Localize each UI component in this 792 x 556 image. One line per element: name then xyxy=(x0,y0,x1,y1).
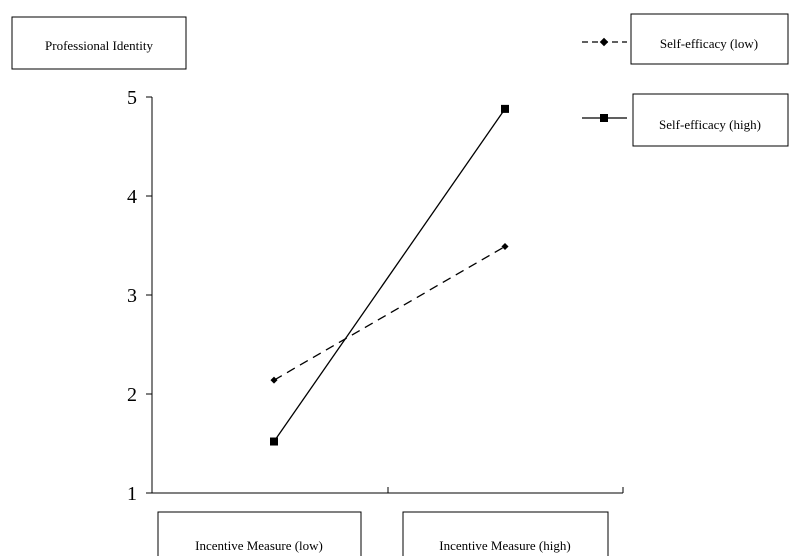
x-category-box-high: Incentive Measure (high) xyxy=(402,511,609,556)
y-tick-label: 2 xyxy=(127,384,137,406)
y-axis-label-box: Professional Identity xyxy=(11,16,187,70)
x-category-box-low: Incentive Measure (low) xyxy=(157,511,362,556)
legend-item-self-efficacy-low: Self-efficacy (low) xyxy=(582,13,789,65)
y-ticks: 1 2 3 4 5 xyxy=(127,87,152,505)
x-category-label: Incentive Measure (high) xyxy=(439,538,570,553)
data-point-low-0 xyxy=(270,376,278,384)
series-line-self-efficacy-low xyxy=(273,245,506,381)
legend: Self-efficacy (low) Self-efficacy (high) xyxy=(582,13,789,147)
series-line-self-efficacy-high xyxy=(273,108,506,442)
data-point-high-0 xyxy=(270,437,278,446)
y-tick-label: 3 xyxy=(127,285,137,307)
y-tick-label: 1 xyxy=(127,483,137,505)
data-point-high-1 xyxy=(501,104,509,113)
y-tick-label: 5 xyxy=(127,87,137,109)
legend-label: Self-efficacy (high) xyxy=(659,117,761,132)
legend-item-self-efficacy-high: Self-efficacy (high) xyxy=(582,93,789,147)
x-category-label: Incentive Measure (low) xyxy=(195,538,323,553)
legend-label: Self-efficacy (low) xyxy=(660,36,758,51)
series-layer xyxy=(270,104,509,446)
y-tick-label: 4 xyxy=(127,186,137,208)
data-point-low-1 xyxy=(501,242,509,251)
y-axis-label: Professional Identity xyxy=(45,38,153,53)
